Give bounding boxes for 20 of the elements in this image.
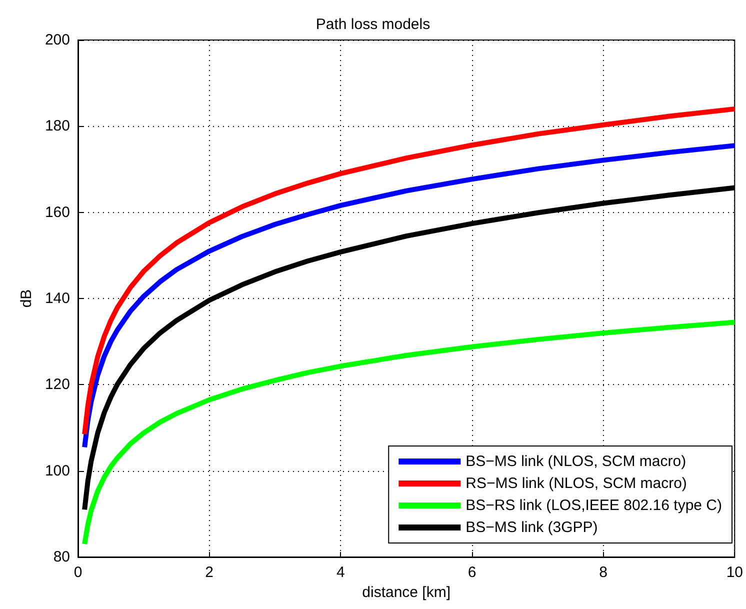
chart-title: Path loss models bbox=[316, 16, 430, 33]
y-tick-label: 200 bbox=[44, 32, 70, 48]
y-tick-label: 80 bbox=[53, 548, 70, 566]
y-axis-title: dB bbox=[18, 289, 36, 308]
y-tick-label: 120 bbox=[44, 376, 70, 394]
x-tick-label: 6 bbox=[468, 564, 476, 581]
y-tick-label: 160 bbox=[44, 204, 70, 221]
legend-label: BS−MS link (3GPP) bbox=[466, 519, 598, 536]
x-tick-label: 0 bbox=[74, 564, 82, 581]
y-tick-label: 140 bbox=[44, 290, 70, 307]
x-tick-label: 8 bbox=[599, 564, 608, 581]
legend-label: BS−MS link (NLOS, SCM macro) bbox=[466, 453, 686, 470]
x-tick-label: 2 bbox=[205, 564, 214, 581]
x-tick-label: 10 bbox=[726, 564, 743, 581]
y-tick-label: 180 bbox=[44, 118, 70, 135]
legend-label: RS−MS link (NLOS, SCM macro) bbox=[466, 475, 687, 492]
legend-label: BS−RS link (LOS,IEEE 802.16 type C) bbox=[466, 497, 722, 514]
y-tick-label: 100 bbox=[44, 462, 70, 480]
x-axis-title: distance [km] bbox=[362, 584, 451, 601]
x-tick-label: 4 bbox=[336, 564, 345, 581]
